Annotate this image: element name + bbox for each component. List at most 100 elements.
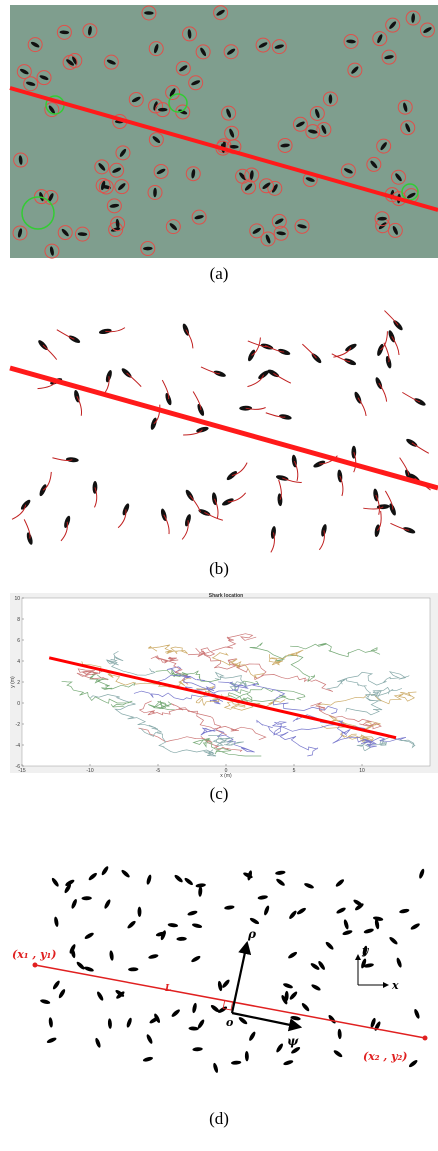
- trail: [60, 521, 68, 542]
- trail: [227, 492, 247, 503]
- detection-circle: [147, 184, 163, 200]
- fish: [54, 916, 59, 927]
- fish: [226, 471, 237, 481]
- trail: [200, 366, 220, 375]
- fish: [249, 917, 260, 925]
- fish: [226, 48, 236, 55]
- fish: [325, 941, 334, 950]
- trail: [302, 343, 317, 359]
- fish: [76, 961, 85, 970]
- fish: [229, 128, 235, 138]
- fish: [18, 155, 23, 165]
- fish: [116, 991, 125, 999]
- psi-arrow: [231, 1011, 303, 1032]
- detection-circle: [273, 225, 289, 241]
- fish: [176, 936, 187, 941]
- y-tick-label: 2: [17, 680, 20, 686]
- trajectory: [356, 736, 407, 748]
- trail: [278, 479, 282, 501]
- fish: [315, 108, 320, 119]
- detection-circle: [390, 169, 406, 185]
- detection-circle: [110, 216, 126, 232]
- fish: [399, 908, 410, 914]
- trail: [192, 391, 202, 411]
- trail: [204, 512, 223, 521]
- fish: [335, 879, 345, 887]
- trail: [11, 504, 27, 520]
- fish: [274, 44, 284, 49]
- trajectory: [148, 700, 175, 711]
- trail: [117, 509, 127, 529]
- fish: [109, 950, 114, 961]
- x-tick-label: -5: [156, 768, 161, 774]
- fish: [289, 910, 297, 919]
- fish: [192, 1002, 197, 1014]
- fish: [194, 215, 204, 220]
- trail: [384, 490, 394, 510]
- fish: [308, 129, 318, 134]
- fish: [17, 228, 23, 238]
- fish: [226, 108, 231, 118]
- detection-circle: [153, 163, 169, 179]
- fish: [179, 65, 188, 72]
- trail: [183, 429, 203, 436]
- trail: [42, 471, 52, 491]
- trail: [189, 494, 201, 513]
- fish: [392, 225, 398, 235]
- trajectory: [149, 674, 249, 696]
- photo-a: [10, 5, 438, 258]
- fish: [289, 991, 298, 1000]
- fish: [249, 170, 254, 180]
- fish: [377, 216, 387, 221]
- detection-circle: [115, 145, 131, 161]
- caption: (d): [209, 1109, 229, 1128]
- fish: [333, 1050, 343, 1058]
- x-tick-label: 5: [293, 768, 296, 774]
- trail: [331, 353, 351, 363]
- fish: [84, 932, 94, 939]
- detection-circle: [140, 241, 156, 257]
- fish: [156, 168, 166, 175]
- fish: [276, 1043, 283, 1053]
- detection-circle: [44, 243, 60, 259]
- fish: [372, 916, 384, 921]
- fish: [152, 136, 161, 144]
- fish: [283, 1060, 294, 1066]
- trajectory: [316, 691, 417, 706]
- fish: [337, 1028, 342, 1040]
- fish: [112, 167, 122, 173]
- detection-circle: [322, 91, 338, 107]
- fish: [389, 936, 398, 945]
- trajectory: [76, 668, 108, 681]
- detection-circle: [241, 179, 257, 195]
- fish: [110, 227, 121, 232]
- axis-y-label: y: [361, 944, 370, 957]
- red-line-b: [9, 365, 438, 491]
- trail: [399, 457, 410, 476]
- detection-circle: [94, 159, 110, 175]
- fish: [229, 144, 239, 149]
- detection-circle: [62, 54, 78, 70]
- trail: [153, 404, 161, 425]
- detection-circle: [141, 5, 157, 21]
- detection-circle: [258, 178, 274, 194]
- detection-circle: [82, 23, 98, 39]
- fish: [64, 884, 71, 894]
- detection-circle: [397, 99, 413, 115]
- trail: [161, 379, 170, 400]
- trail: [376, 510, 382, 532]
- fish: [127, 920, 136, 929]
- trail: [181, 520, 189, 540]
- fish: [40, 999, 51, 1004]
- detection-circle: [44, 102, 60, 118]
- detection-circle: [56, 24, 72, 40]
- fish: [283, 983, 293, 989]
- y-tick-label: -4: [16, 743, 21, 749]
- fish: [354, 903, 364, 911]
- fish: [72, 56, 78, 65]
- detection-circle: [260, 231, 276, 247]
- fish: [304, 883, 314, 889]
- fish: [154, 1013, 161, 1023]
- trajectory: [200, 727, 255, 753]
- fish: [321, 124, 327, 134]
